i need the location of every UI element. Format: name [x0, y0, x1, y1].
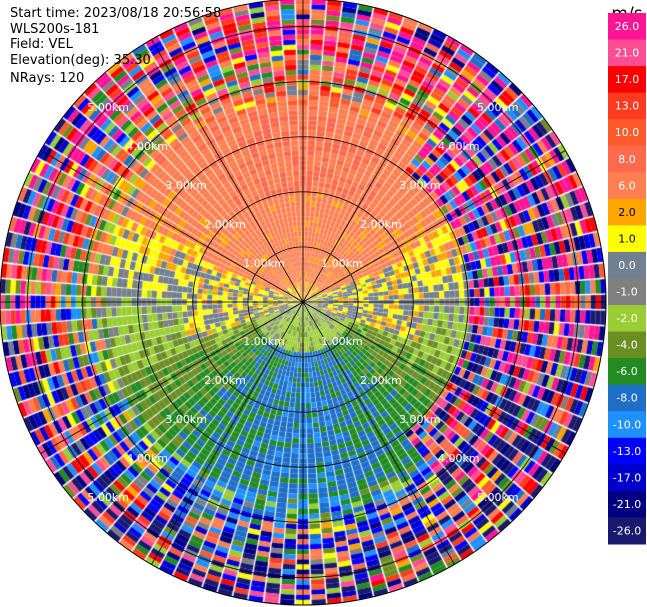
colorbar-swatch [608, 13, 646, 41]
colorbar-label: 6.0 [618, 179, 636, 192]
azimuth-spoke [151, 39, 304, 303]
colorbar-label: -10.0 [613, 418, 641, 431]
range-ring-label: 3.00km [399, 179, 441, 192]
outer-ring [0, 0, 607, 606]
colorbar-label: -21.0 [613, 498, 641, 511]
range-ring-label: 1.00km [321, 257, 363, 270]
colorbar-label: -1.0 [616, 286, 637, 299]
range-ring-label: 5.00km [477, 491, 519, 504]
colorbar-swatch [608, 490, 646, 518]
colorbar-label: 17.0 [615, 73, 640, 86]
range-ring-label: 1.00km [243, 335, 285, 348]
colorbar-label: 1.0 [618, 232, 636, 245]
azimuth-spoke [40, 301, 304, 454]
colorbar-label: -8.0 [616, 392, 637, 405]
range-ring-label: 2.00km [360, 374, 402, 387]
colorbar-swatch [608, 437, 646, 465]
colorbar-label: -13.0 [613, 445, 641, 458]
colorbar-swatch [608, 331, 646, 359]
azimuth-spoke [151, 301, 304, 565]
range-ring-label: 4.00km [126, 452, 168, 465]
colorbar-label: -4.0 [616, 339, 637, 352]
colorbar-swatch [608, 225, 646, 253]
colorbar-label: -2.0 [616, 312, 637, 325]
range-ring-label: 5.00km [477, 101, 519, 114]
azimuth-spoke [302, 301, 566, 454]
range-ring-label: 5.00km [87, 491, 129, 504]
range-ring-label: 4.00km [438, 452, 480, 465]
colorbar-swatch [608, 464, 646, 492]
colorbar-label: -26.0 [613, 524, 641, 537]
range-ring-label: 4.00km [126, 140, 168, 153]
range-ring-label: 1.00km [243, 257, 285, 270]
colorbar-swatch [608, 358, 646, 386]
azimuth-spoke [40, 150, 304, 303]
range-ring [137, 136, 469, 468]
colorbar-label: 8.0 [618, 153, 636, 166]
colorbar-label: -6.0 [616, 365, 637, 378]
range-ring-label: 2.00km [360, 218, 402, 231]
range-ring-label: 3.00km [165, 413, 207, 426]
colorbar-label: 10.0 [615, 126, 640, 139]
range-ring [27, 26, 579, 578]
colorbar-swatch [608, 411, 646, 439]
range-ring [247, 246, 359, 358]
colorbar-swatch [608, 172, 646, 200]
nrays-label: NRays: 120 [10, 71, 85, 86]
range-ring-label: 3.00km [165, 179, 207, 192]
colorbar-label: 0.0 [618, 259, 636, 272]
range-ring-label: 2.00km [204, 374, 246, 387]
range-ring-label: 3.00km [399, 413, 441, 426]
azimuth-spoke [302, 301, 455, 565]
colorbar-label: 13.0 [615, 100, 640, 113]
colorbar-swatch [608, 278, 646, 306]
colorbar-swatch [608, 251, 646, 279]
colorbar-swatch [608, 145, 646, 173]
colorbar-label: -17.0 [613, 471, 641, 484]
range-ring [82, 81, 524, 523]
colorbar-label: -30.0 [613, 551, 641, 564]
range-ring-label: 1.00km [321, 335, 363, 348]
start-time-label: Start time: 2023/08/18 20:56:58 [10, 6, 222, 21]
colorbar-swatch [608, 384, 646, 412]
colorbar-swatch [608, 66, 646, 94]
colorbar-swatch [608, 39, 646, 67]
device-label: WLS200s-181 [10, 22, 100, 37]
range-ring-label: 5.00km [87, 101, 129, 114]
colorbar-swatch [608, 92, 646, 120]
colorbar-label: 21.0 [615, 47, 640, 60]
colorbar-swatch [608, 119, 646, 147]
range-ring-label: 2.00km [204, 218, 246, 231]
colorbar-swatch [608, 305, 646, 333]
range-ring [192, 191, 414, 413]
range-ring-label: 4.00km [438, 140, 480, 153]
field-label: Field: VEL [10, 37, 73, 52]
colorbar-swatch [608, 198, 646, 226]
colorbar-label: 2.0 [618, 206, 636, 219]
azimuth-spoke [302, 39, 455, 303]
colorbar-swatch [608, 517, 646, 545]
azimuth-spoke [302, 150, 566, 303]
colorbar-label: 26.0 [615, 20, 640, 33]
